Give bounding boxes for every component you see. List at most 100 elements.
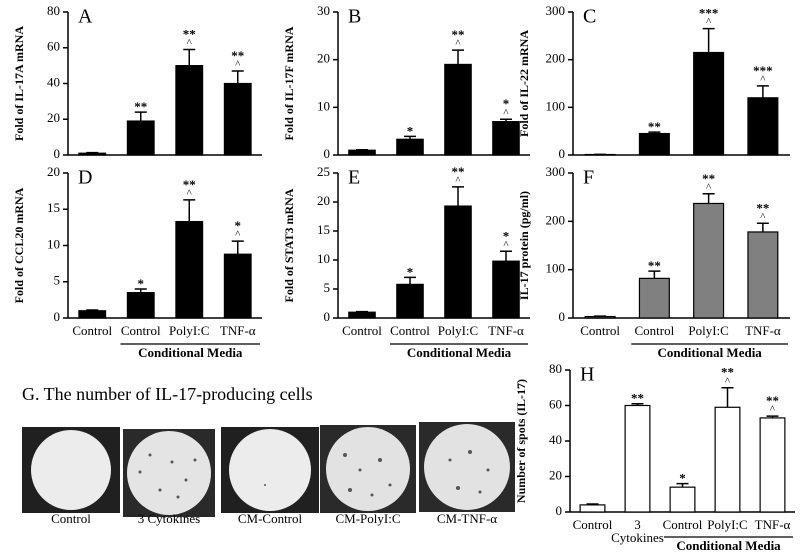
significance-caret: ^ bbox=[235, 59, 241, 71]
bar bbox=[579, 504, 606, 513]
y-tick-label: 20 bbox=[47, 110, 60, 125]
error-bar bbox=[134, 111, 147, 122]
y-axis-label: Fold of IL-22 mRNA bbox=[517, 30, 531, 137]
panel-letter: F bbox=[583, 167, 594, 189]
panel-g-title: G. The number of IL-17-producing cells bbox=[22, 384, 313, 404]
x-tick-label: Control bbox=[72, 323, 112, 338]
x-tick-label: Control bbox=[580, 323, 620, 338]
y-tick-label: 10 bbox=[317, 98, 330, 113]
y-tick-label: 30 bbox=[317, 3, 330, 18]
bar bbox=[492, 260, 520, 319]
error-bar bbox=[631, 402, 644, 406]
panel-letter: E bbox=[348, 167, 360, 189]
significance-stars: *** bbox=[699, 6, 719, 21]
y-axis-label: Fold of IL-17A mRNA bbox=[12, 26, 26, 141]
image-label: CM-Control bbox=[238, 511, 303, 526]
well-images bbox=[22, 422, 515, 517]
y-tick-label: 10 bbox=[47, 236, 60, 251]
error-bar bbox=[648, 270, 661, 279]
y-axis-label: IL-17 protein (pg/ml) bbox=[517, 191, 531, 300]
significance-stars: * bbox=[503, 228, 510, 243]
x-tick-label: Control bbox=[635, 323, 675, 338]
significance-caret: ^ bbox=[760, 73, 766, 85]
bar bbox=[669, 486, 696, 513]
error-bar bbox=[231, 70, 244, 84]
bar bbox=[747, 231, 779, 319]
x-tick-label: TNF-α bbox=[745, 323, 781, 338]
significance-stars: * bbox=[503, 96, 510, 111]
significance-stars: ** bbox=[702, 171, 715, 186]
x-tick-label: TNF-α bbox=[755, 517, 791, 532]
y-tick-label: 80 bbox=[549, 361, 562, 376]
panel-letter: A bbox=[78, 6, 93, 28]
bar bbox=[175, 220, 204, 319]
image-label: Control bbox=[51, 511, 91, 526]
y-tick-label: 0 bbox=[559, 146, 566, 161]
error-bar bbox=[183, 199, 196, 222]
error-bar bbox=[648, 131, 661, 134]
y-tick-label: 300 bbox=[546, 164, 566, 179]
error-bar bbox=[183, 48, 196, 66]
bar bbox=[78, 152, 107, 156]
bar bbox=[396, 283, 424, 319]
error-bar bbox=[356, 310, 368, 313]
significance-caret: ^ bbox=[503, 107, 509, 119]
x-tick-label: Control bbox=[121, 323, 161, 338]
significance-stars: ** bbox=[183, 177, 196, 192]
significance-stars: ** bbox=[721, 365, 734, 380]
significance-stars: ** bbox=[183, 27, 196, 42]
y-tick-label: 0 bbox=[54, 146, 61, 161]
error-bar bbox=[586, 503, 599, 505]
error-bar bbox=[766, 415, 779, 418]
error-bar bbox=[721, 387, 734, 408]
image-label: 3 Cytokines bbox=[138, 511, 200, 526]
significance-stars: ** bbox=[452, 164, 465, 179]
error-bar bbox=[500, 250, 512, 262]
y-axis-label: Fold of CCL20 mRNA bbox=[12, 187, 26, 303]
error-bar bbox=[756, 85, 769, 98]
bar bbox=[624, 404, 651, 513]
x-tick-label: PolyI:C bbox=[707, 517, 747, 532]
significance-caret: ^ bbox=[706, 181, 712, 193]
y-axis-label: Fold of IL-17F mRNA bbox=[282, 26, 296, 140]
error-bar bbox=[702, 193, 715, 204]
significance-stars: ** bbox=[766, 393, 779, 408]
error-bar bbox=[134, 288, 147, 293]
error-bar bbox=[404, 276, 416, 285]
y-tick-label: 60 bbox=[549, 396, 562, 411]
x-tick-label: Control bbox=[573, 517, 613, 532]
significance-caret: ^ bbox=[725, 375, 731, 387]
y-axis-label: Number of spots (IL-17) bbox=[514, 379, 528, 503]
bar bbox=[348, 311, 376, 319]
error-bar bbox=[756, 222, 769, 232]
y-tick-label: 60 bbox=[47, 39, 60, 54]
significance-caret: ^ bbox=[187, 37, 193, 49]
significance-caret: ^ bbox=[235, 229, 241, 241]
y-tick-label: 0 bbox=[556, 503, 563, 518]
error-bar bbox=[231, 240, 244, 255]
y-tick-label: 20 bbox=[317, 51, 330, 66]
significance-stars: * bbox=[235, 218, 242, 233]
well bbox=[127, 431, 211, 515]
y-tick-label: 0 bbox=[324, 309, 331, 324]
y-tick-label: 25 bbox=[317, 164, 330, 179]
y-tick-label: 40 bbox=[549, 432, 562, 447]
y-tick-label: 200 bbox=[546, 212, 566, 227]
significance-stars: * bbox=[407, 264, 414, 279]
significance-stars: ** bbox=[631, 391, 644, 406]
significance-stars: ** bbox=[648, 258, 661, 273]
bar bbox=[492, 121, 520, 156]
x-tick-label: PolyI:C bbox=[169, 323, 209, 338]
error-bar bbox=[404, 135, 416, 140]
significance-stars: * bbox=[407, 123, 414, 138]
bar bbox=[747, 97, 779, 156]
error-bar bbox=[500, 118, 512, 122]
bar bbox=[638, 277, 670, 319]
y-tick-label: 0 bbox=[54, 309, 61, 324]
y-tick-label: 300 bbox=[546, 3, 566, 18]
error-bar bbox=[676, 482, 689, 488]
bar bbox=[126, 120, 155, 156]
bar bbox=[693, 202, 725, 319]
y-axis-label: Fold of STAT3 mRNA bbox=[282, 188, 296, 302]
